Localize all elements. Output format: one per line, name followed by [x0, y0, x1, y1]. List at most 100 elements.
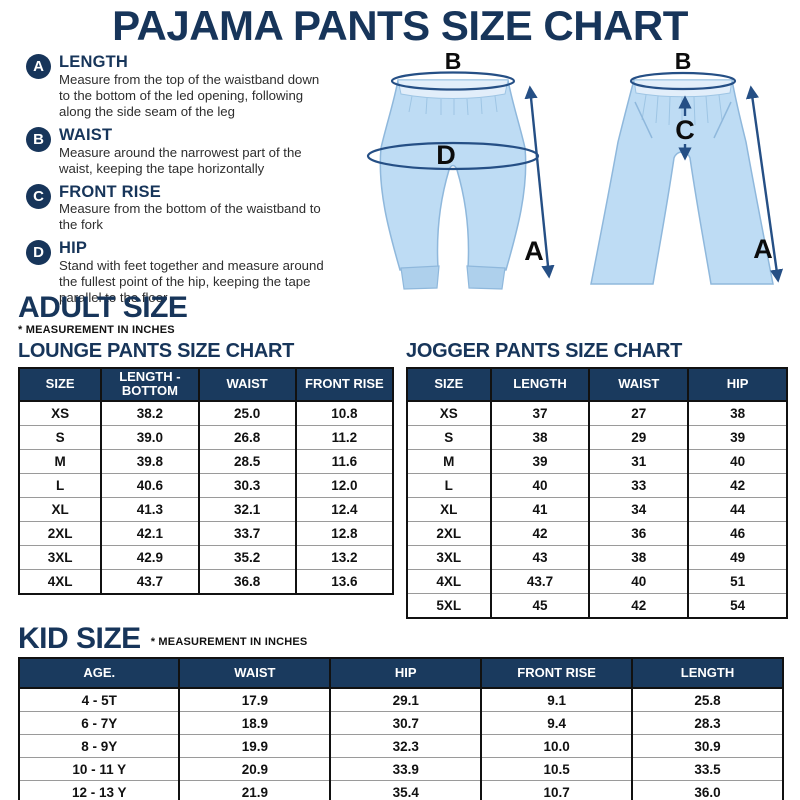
figure-label-length: A: [524, 236, 544, 266]
table-row: S 38 29 39: [406, 424, 788, 449]
kid-table-block: AGE. WAIST HIP FRONT RISE LENGTH 4 - 5T 17.9 29…: [17, 657, 784, 800]
guide-item-length: A LENGTH Measure from the top of the wai…: [26, 53, 332, 120]
header-row: SIZE LENGTH - BOTTOM WAIST FRONT RISE: [17, 367, 395, 402]
table-cell: 32.3: [329, 734, 483, 758]
top-section: A LENGTH Measure from the top of the wai…: [0, 48, 800, 305]
table-cell: 27: [588, 400, 690, 425]
table-cell: 9.4: [480, 711, 634, 735]
table-cell: 29: [588, 424, 690, 449]
guide-label-waist: WAIST: [59, 125, 113, 144]
table-cell: 42: [588, 592, 690, 618]
table-cell: 13.2: [294, 544, 395, 569]
table-row: 10 - 11 Y 20.9 33.9 10.5 33.5: [17, 757, 784, 781]
table-cell: 30.7: [329, 711, 483, 735]
column-header: WAIST: [588, 367, 690, 402]
table-cell: 38: [489, 424, 591, 449]
table-cell: 25.8: [631, 688, 784, 712]
table-cell: 40: [588, 568, 690, 593]
table-row: 6 - 7Y 18.9 30.7 9.4 28.3: [17, 711, 784, 735]
table-row: 12 - 13 Y 21.9 35.4 10.7 36.0: [17, 780, 784, 800]
table-cell: 36.8: [197, 568, 297, 594]
header-row: AGE. WAIST HIP FRONT RISE LENGTH: [17, 658, 784, 689]
table-cell: 29.1: [329, 688, 483, 712]
guide-item-waist: B WAIST Measure around the narrowest par…: [26, 126, 332, 177]
table-cell: 39.8: [100, 448, 200, 473]
guide-text-hip: HIP Stand with feet together and measure…: [59, 239, 327, 306]
column-header: LENGTH: [631, 658, 784, 689]
guide-description-length: Measure from the top of the waistband do…: [59, 72, 320, 120]
column-header: AGE.: [17, 658, 181, 689]
table-cell: 12.4: [294, 496, 395, 521]
table-cell: 43: [489, 544, 591, 569]
table-cell: M: [406, 448, 492, 473]
figure-label-waist: B: [445, 50, 462, 74]
table-cell: 38: [588, 544, 690, 569]
table-cell: 35.4: [329, 780, 483, 800]
lounge-gather-lines: [641, 95, 723, 126]
table-row: 5XL 45 42 54: [406, 592, 788, 618]
guide-label-length: LENGTH: [59, 53, 129, 72]
length-arrow: [745, 85, 784, 283]
column-header: HIP: [329, 658, 483, 689]
jogger-gather-lines: [408, 96, 498, 116]
table-cell: 25.0: [197, 400, 297, 425]
column-header: SIZE: [17, 367, 103, 402]
table-cell: 4 - 5T: [17, 688, 181, 712]
table-cell: 41: [489, 496, 591, 521]
table-cell: 8 - 9Y: [17, 734, 181, 758]
length-arrow: [524, 85, 555, 279]
kid-size-section-header: KID SIZE * MEASUREMENT IN INCHES: [18, 622, 800, 655]
lounge-pocket-lines: [634, 102, 732, 139]
jogger-table-block: JOGGER PANTS SIZE CHART SIZE LENGTH WAIST H…: [406, 339, 788, 619]
figure-label-waist: B: [675, 50, 692, 74]
table-row: 3XL 43 38 49: [406, 544, 788, 569]
table-cell: 2XL: [406, 520, 492, 545]
kid-size-table: AGE. WAIST HIP FRONT RISE LENGTH 4 - 5T 17.9 29…: [17, 657, 784, 800]
table-cell: M: [17, 448, 103, 473]
table-cell: 43.7: [100, 568, 200, 594]
column-header: LENGTH - BOTTOM: [100, 367, 200, 402]
table-cell: XL: [406, 496, 492, 521]
table-row: 4XL 43.7 36.8 13.6: [17, 568, 395, 594]
jogger-pants-figure: B D A: [366, 50, 555, 290]
table-cell: 40: [687, 448, 788, 473]
table-cell: 42.1: [100, 520, 200, 545]
table-cell: 6 - 7Y: [17, 711, 181, 735]
table-cell: 33.5: [631, 757, 784, 781]
table-cell: 36.0: [631, 780, 784, 800]
table-row: XS 38.2 25.0 10.8: [17, 400, 395, 425]
table-cell: L: [17, 472, 103, 497]
table-cell: 33.9: [329, 757, 483, 781]
lounge-pants-figure: B C A: [590, 50, 784, 286]
letter-d-badge: D: [26, 240, 51, 266]
table-cell: 38.2: [100, 400, 200, 425]
column-header: WAIST: [197, 367, 297, 402]
letter-a-badge: A: [26, 54, 51, 80]
table-row: XL 41 34 44: [406, 496, 788, 521]
table-cell: 17.9: [178, 688, 332, 712]
waist-measure-ellipse: [629, 72, 737, 91]
table-cell: 42: [687, 472, 788, 497]
table-cell: 39.0: [100, 424, 200, 449]
adult-size-section-header: ADULT SIZE * MEASUREMENT IN INCHES: [18, 292, 800, 336]
table-row: L 40 33 42: [406, 472, 788, 497]
column-header: FRONT RISE: [294, 367, 395, 402]
table-cell: 10.0: [480, 734, 634, 758]
table-cell: 5XL: [406, 592, 492, 618]
table-cell: 10.8: [294, 400, 395, 425]
table-cell: 13.6: [294, 568, 395, 594]
table-cell: L: [406, 472, 492, 497]
table-cell: 2XL: [17, 520, 103, 545]
table-cell: 35.2: [197, 544, 297, 569]
guide-description-waist: Measure around the narrowest part of the…: [59, 144, 302, 176]
table-cell: 28.5: [197, 448, 297, 473]
table-cell: 43.7: [489, 568, 591, 593]
table-cell: 31: [588, 448, 690, 473]
figure-label-hip: D: [436, 140, 456, 170]
table-cell: 45: [489, 592, 591, 618]
guide-text-length: LENGTH Measure from the top of the waist…: [59, 53, 327, 120]
table-cell: 39: [687, 424, 788, 449]
column-header: WAIST: [178, 658, 332, 689]
table-cell: 3XL: [17, 544, 103, 569]
